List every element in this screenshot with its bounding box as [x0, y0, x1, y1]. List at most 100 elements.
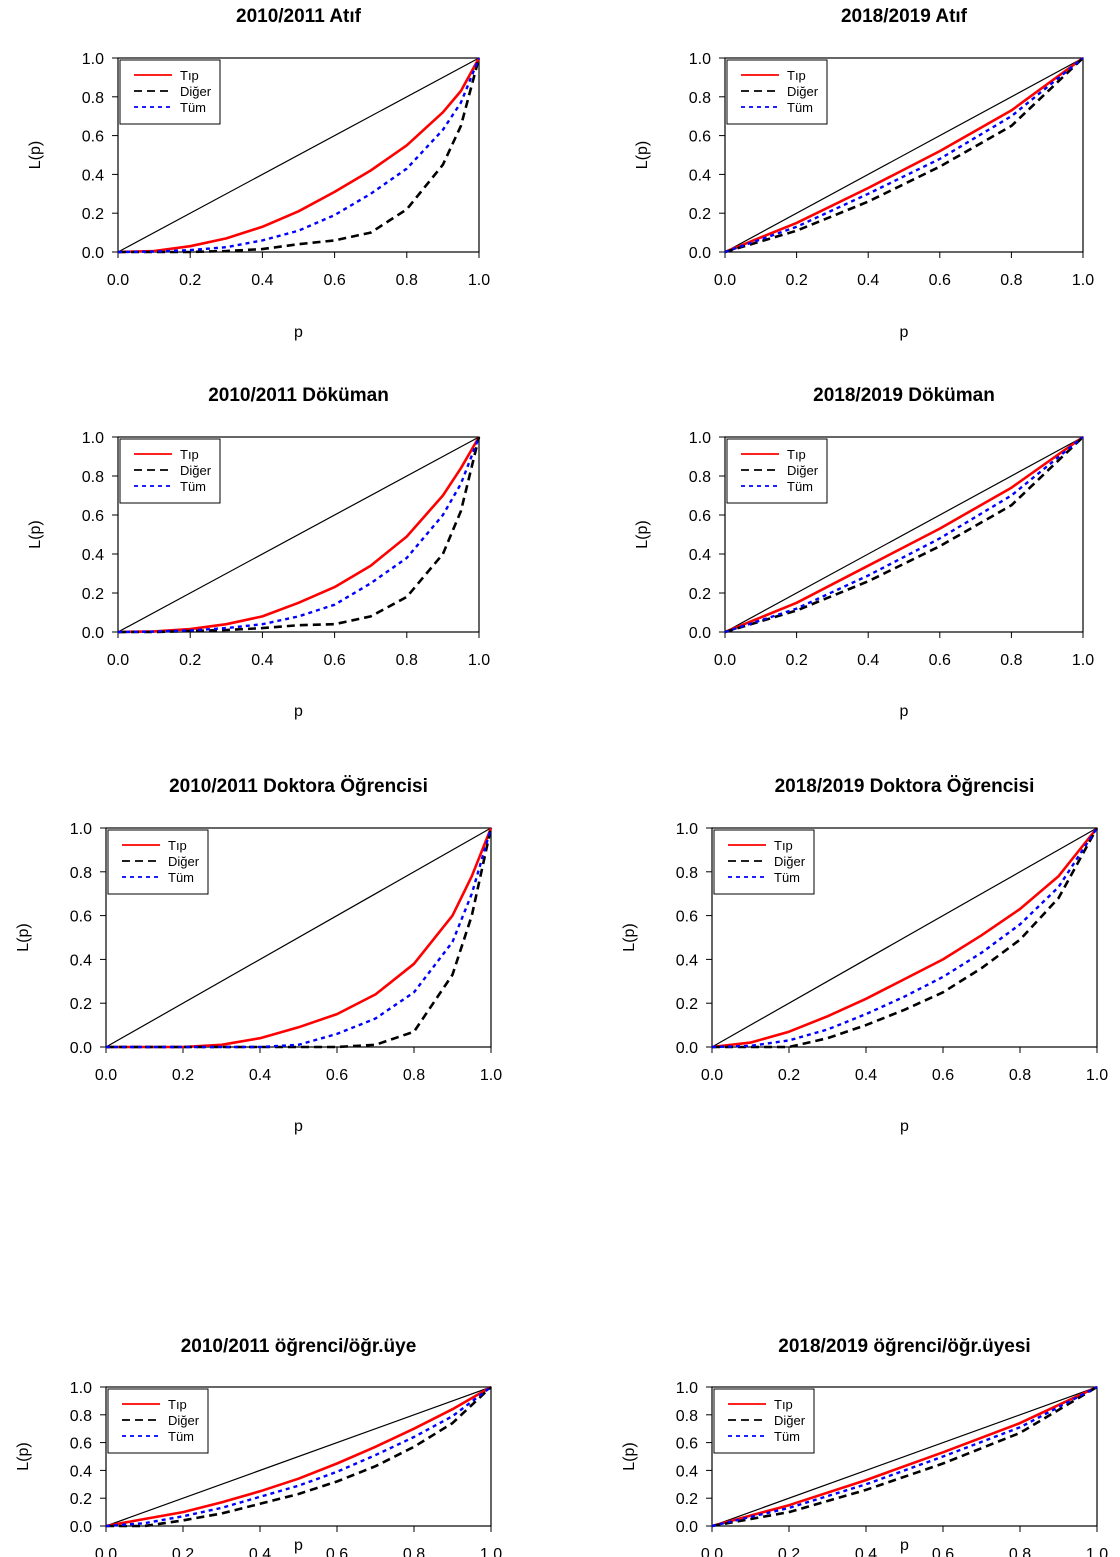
legend-label-diger: Diğer — [787, 463, 819, 478]
legend-label-tip: Tıp — [180, 68, 199, 83]
y-tick-label: 0.4 — [70, 1463, 92, 1480]
legend-label-tum: Tüm — [787, 479, 813, 494]
y-tick-label: 0.0 — [689, 245, 711, 262]
y-tick-label: 0.6 — [676, 909, 698, 926]
y-axis-label: L(p) — [15, 923, 32, 951]
y-tick-label: 0.8 — [689, 90, 711, 107]
y-tick-label: 0.6 — [70, 909, 92, 926]
lorenz-curve-diger — [712, 827, 1099, 1049]
plot-frame — [117, 57, 480, 253]
y-tick-label: 0.8 — [70, 865, 92, 882]
lorenz-panel-1: 2010/2011 Atıf 0.0 0.2 0.4 0.6 0.8 1.0 0.0 0.2 0.… — [27, 6, 490, 341]
x-axis-label: p — [900, 324, 909, 341]
plot-frame — [724, 57, 1084, 253]
x-tick-label: 0.6 — [323, 272, 345, 289]
y-axis-label: L(p) — [27, 141, 44, 169]
legend-box — [119, 59, 221, 125]
x-tick-label: 0.6 — [326, 1546, 348, 1557]
x-tick-label: 0.2 — [778, 1546, 800, 1557]
x-tick-label: 0.8 — [1009, 1546, 1031, 1557]
legend-label-tip: Tıp — [774, 838, 793, 853]
x-tick-label: 1.0 — [1086, 1546, 1108, 1557]
y-tick-label: 0.4 — [689, 167, 711, 184]
legend-label-tum: Tüm — [774, 870, 800, 885]
panel-title: 2010/2011 Atıf — [236, 6, 362, 27]
panel-title: 2010/2011 Döküman — [208, 385, 389, 406]
legend-label-tip: Tıp — [180, 447, 199, 462]
panel-title: 2018/2019 Doktora Öğrencisi — [775, 776, 1035, 797]
y-tick-label: 0.6 — [689, 508, 711, 525]
y-tick-label: 0.4 — [676, 1463, 698, 1480]
x-tick-label: 0.4 — [855, 1067, 877, 1084]
x-tick-label: 0.4 — [855, 1546, 877, 1557]
y-axis-label: L(p) — [634, 520, 651, 548]
equality-line — [724, 57, 1084, 253]
legend-label-diger: Diğer — [168, 854, 200, 869]
y-tick-label: 0.4 — [676, 952, 698, 969]
y-tick-label: 0.0 — [70, 1040, 92, 1057]
y-tick-label: 0.6 — [82, 129, 104, 146]
lorenz-curve-tip — [724, 56, 1084, 254]
y-tick-label: 0.8 — [676, 1408, 698, 1425]
x-tick-label: 0.2 — [785, 272, 807, 289]
x-tick-label: 0.6 — [326, 1067, 348, 1084]
x-tick-label: 0.0 — [107, 652, 129, 669]
lorenz-curve-tum — [711, 1385, 1098, 1528]
y-tick-label: 0.2 — [689, 206, 711, 223]
legend-label-tip: Tıp — [168, 838, 187, 853]
x-tick-label: 0.6 — [932, 1067, 954, 1084]
lorenz-curve-tum — [117, 57, 481, 254]
y-tick-label: 0.0 — [82, 625, 104, 642]
y-tick-label: 0.2 — [689, 586, 711, 603]
y-tick-label: 0.6 — [82, 508, 104, 525]
lorenz-curve-tip — [117, 57, 481, 254]
plot-frame — [724, 436, 1084, 633]
lorenz-curve-tum — [711, 827, 1099, 1049]
y-axis-label: L(p) — [621, 1442, 638, 1470]
legend-label-tip: Tıp — [787, 68, 806, 83]
x-axis-label: p — [900, 703, 909, 720]
y-tick-label: 1.0 — [70, 821, 92, 838]
x-tick-label: 0.6 — [323, 652, 345, 669]
plot-frame — [105, 827, 492, 1048]
x-tick-label: 0.6 — [929, 272, 951, 289]
x-axis-label: p — [900, 1118, 909, 1135]
y-tick-label: 0.2 — [82, 206, 104, 223]
y-tick-label: 0.0 — [82, 245, 104, 262]
y-tick-label: 0.4 — [82, 547, 104, 564]
y-tick-label: 0.8 — [82, 90, 104, 107]
x-tick-label: 0.0 — [714, 272, 736, 289]
lorenz-curve-tip — [711, 1385, 1098, 1528]
y-tick-label: 0.4 — [82, 167, 104, 184]
equality-line — [105, 827, 492, 1048]
lorenz-curve-tum — [105, 1386, 492, 1528]
x-tick-label: 0.8 — [403, 1067, 425, 1084]
equality-line — [711, 827, 1098, 1048]
legend-label-diger: Diğer — [774, 1413, 806, 1428]
plot-frame — [711, 827, 1098, 1048]
legend-label-tum: Tüm — [168, 870, 194, 885]
x-tick-label: 0.4 — [251, 272, 273, 289]
lorenz-panel-5: 2010/2011 Doktora Öğrencisi 0.0 0.2 0.4 0.6 0… — [15, 776, 502, 1135]
lorenz-curve-diger — [724, 436, 1084, 634]
x-axis-label: p — [294, 1118, 303, 1135]
y-tick-label: 0.4 — [689, 547, 711, 564]
panel-title: 2010/2011 öğrenci/öğr.üye — [181, 1336, 417, 1357]
x-tick-label: 1.0 — [480, 1067, 502, 1084]
x-tick-label: 0.8 — [1009, 1067, 1031, 1084]
panel-title: 2018/2019 Atıf — [841, 6, 968, 27]
lorenz-curve-diger — [711, 1385, 1098, 1528]
panel-title: 2018/2019 Döküman — [813, 385, 995, 406]
legend-box — [726, 438, 828, 504]
y-axis-label: L(p) — [621, 923, 638, 951]
x-tick-label: 0.0 — [107, 272, 129, 289]
x-tick-label: 0.8 — [403, 1546, 425, 1557]
x-tick-label: 0.2 — [172, 1546, 194, 1557]
lorenz-curve-tum — [117, 436, 481, 634]
y-tick-label: 1.0 — [689, 51, 711, 68]
y-tick-label: 0.2 — [70, 1491, 92, 1508]
legend-box — [107, 1388, 209, 1454]
